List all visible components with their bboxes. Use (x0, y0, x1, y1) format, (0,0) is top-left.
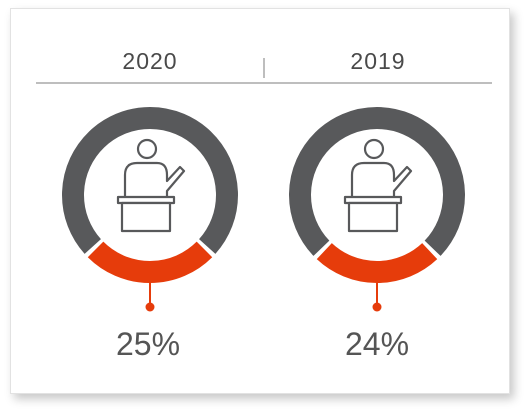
year-label-2019: 2019 (350, 48, 406, 74)
percent-label-2020: 25% (115, 326, 181, 362)
percent-label-2019: 24% (344, 326, 410, 362)
value-arc (316, 242, 438, 283)
donut-2019 (289, 107, 465, 312)
leader-dot (145, 302, 155, 312)
speaker-at-podium-icon (343, 138, 413, 233)
donut-2020 (62, 107, 238, 312)
year-label-2020: 2020 (122, 48, 178, 74)
leader-dot (372, 302, 382, 312)
chart-card (10, 8, 510, 394)
speaker-at-podium-icon (116, 138, 186, 233)
remainder-arc (62, 107, 238, 254)
remainder-arc (289, 107, 465, 256)
value-arc (87, 241, 213, 283)
